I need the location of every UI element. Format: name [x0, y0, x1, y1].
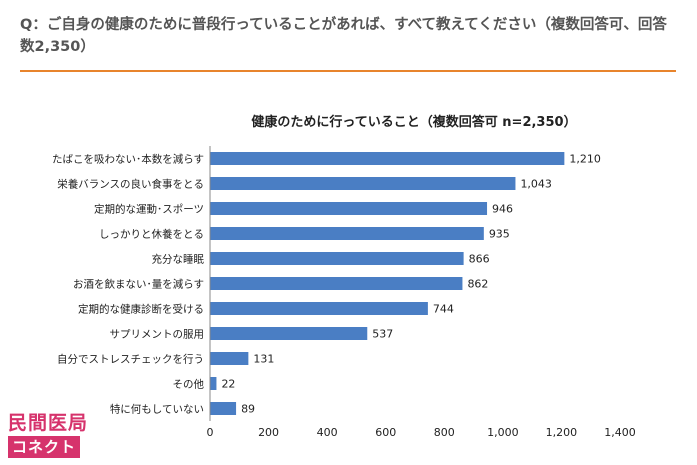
bar: [210, 302, 428, 315]
bar: [210, 177, 516, 190]
value-label: 131: [253, 353, 274, 366]
bar: [210, 202, 488, 215]
question-text: Q：ご自身の健康のために普段行っていることがあれば、すべて教えてください（複数回…: [20, 17, 667, 55]
category-label: その他: [173, 378, 205, 391]
x-tick-label: 1,000: [487, 426, 519, 439]
category-label: お酒を飲まない･量を減らす: [73, 278, 204, 291]
value-label: 1,043: [520, 178, 552, 191]
x-tick-label: 0: [207, 426, 214, 439]
category-label: サプリメントの服用: [110, 329, 205, 341]
brand-logo: 民間医局 コネクト: [8, 412, 98, 460]
value-label: 935: [489, 228, 510, 241]
x-tick-label: 400: [317, 426, 338, 439]
category-label: 特に何もしていない: [110, 403, 204, 416]
category-label: 充分な睡眠: [152, 253, 205, 266]
value-label: 946: [492, 203, 513, 216]
bar: [210, 402, 237, 415]
bar: [210, 377, 217, 390]
bar: [210, 352, 249, 365]
value-label: 862: [467, 278, 488, 291]
category-label: しっかりと休養をとる: [99, 228, 204, 241]
category-label: 定期的な運動･スポーツ: [94, 203, 204, 216]
x-tick-label: 200: [258, 426, 279, 439]
x-tick-label: 800: [434, 426, 455, 439]
value-label: 22: [221, 378, 235, 391]
x-tick-label: 1,200: [546, 426, 578, 439]
value-label: 537: [372, 328, 393, 341]
category-label: 栄養バランスの良い食事をとる: [57, 178, 204, 191]
category-label: 自分でストレスチェックを行う: [57, 353, 204, 366]
value-label: 89: [241, 403, 255, 416]
logo-text-bottom: コネクト: [8, 436, 81, 458]
value-label: 1,210: [569, 153, 601, 166]
category-label: たばこを吸わない･本数を減らす: [52, 153, 204, 166]
divider: [20, 70, 676, 72]
bar: [210, 152, 565, 165]
bar: [210, 327, 368, 340]
x-tick-label: 600: [375, 426, 396, 439]
x-tick-label: 1,400: [604, 426, 636, 439]
category-label: 定期的な健康診断を受ける: [78, 303, 204, 316]
bar: [210, 277, 463, 290]
value-label: 744: [433, 303, 454, 316]
logo-text-top: 民間医局: [8, 412, 89, 434]
chart-title: 健康のために行っていること（複数回答可 n=2,350）: [251, 114, 576, 130]
value-label: 866: [469, 253, 490, 266]
bar: [210, 252, 464, 265]
bar: [210, 227, 484, 240]
